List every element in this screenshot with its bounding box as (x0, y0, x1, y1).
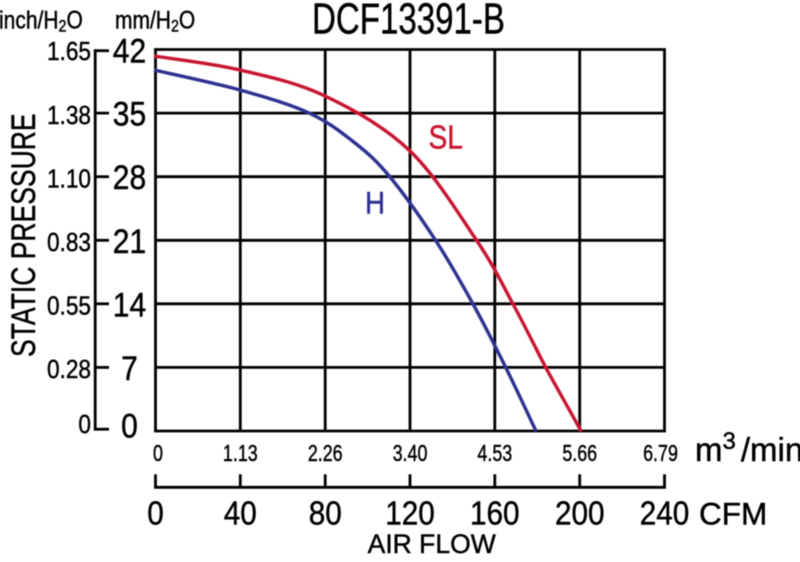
svg-text:0: 0 (147, 495, 164, 532)
svg-text:CFM: CFM (699, 496, 767, 532)
svg-text:5.66: 5.66 (562, 441, 597, 467)
svg-text:120: 120 (385, 495, 435, 532)
svg-text:21: 21 (113, 222, 146, 260)
svg-text:28: 28 (113, 158, 146, 196)
svg-text:42: 42 (113, 32, 146, 70)
svg-text:240: 240 (640, 495, 690, 532)
svg-text:3.40: 3.40 (393, 441, 428, 467)
svg-text:H: H (365, 186, 385, 221)
svg-text:0: 0 (78, 411, 91, 440)
svg-text:1.10: 1.10 (47, 165, 91, 194)
svg-text:1.38: 1.38 (47, 101, 91, 130)
svg-text:1.65: 1.65 (47, 38, 91, 67)
svg-text:mm/H2O: mm/H2O (115, 6, 195, 36)
svg-text:4.53: 4.53 (477, 441, 512, 467)
svg-text:0: 0 (153, 441, 163, 467)
svg-text:0.28: 0.28 (47, 356, 91, 385)
svg-text:160: 160 (470, 495, 520, 532)
svg-text:0.83: 0.83 (47, 229, 91, 258)
svg-text:AIR FLOW: AIR FLOW (368, 529, 496, 559)
svg-text:80: 80 (309, 495, 342, 532)
svg-text:0.55: 0.55 (47, 292, 91, 321)
svg-text:inch/H2O: inch/H2O (0, 6, 83, 36)
svg-text:35: 35 (113, 95, 146, 133)
svg-text:6.79: 6.79 (643, 441, 678, 467)
svg-text:2.26: 2.26 (308, 441, 343, 467)
svg-text:200: 200 (555, 495, 605, 532)
svg-text:STATIC PRESSURE: STATIC PRESSURE (5, 113, 43, 357)
svg-text:1.13: 1.13 (223, 441, 258, 467)
svg-text:7: 7 (121, 349, 138, 387)
svg-text:40: 40 (224, 495, 257, 532)
svg-text:DCF13391-B: DCF13391-B (312, 0, 505, 44)
svg-text:m3/min: m3/min (695, 428, 800, 468)
svg-text:SL: SL (428, 118, 462, 156)
svg-text:14: 14 (113, 285, 146, 323)
svg-text:0: 0 (121, 406, 138, 444)
